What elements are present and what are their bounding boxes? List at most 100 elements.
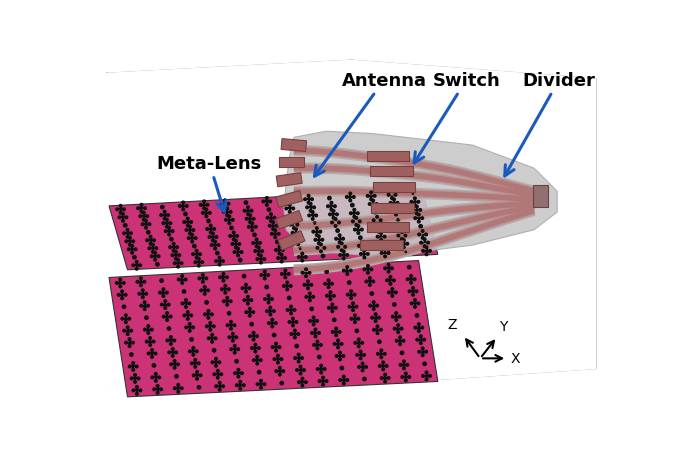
Circle shape: [222, 280, 225, 282]
Circle shape: [393, 328, 396, 330]
Polygon shape: [352, 61, 595, 386]
Circle shape: [309, 320, 311, 323]
Circle shape: [288, 211, 291, 214]
Circle shape: [215, 364, 217, 367]
Circle shape: [274, 335, 275, 336]
Circle shape: [248, 287, 251, 290]
Circle shape: [377, 236, 379, 238]
Circle shape: [235, 240, 237, 242]
Bar: [276, 211, 303, 230]
Circle shape: [397, 235, 400, 237]
Circle shape: [177, 363, 179, 366]
Circle shape: [418, 351, 421, 353]
Circle shape: [229, 211, 232, 213]
Circle shape: [243, 299, 246, 302]
Circle shape: [366, 253, 369, 256]
Circle shape: [349, 269, 352, 272]
Circle shape: [241, 287, 244, 290]
Circle shape: [204, 313, 206, 316]
Circle shape: [292, 207, 294, 210]
Circle shape: [145, 293, 147, 296]
Circle shape: [162, 295, 165, 298]
Circle shape: [240, 251, 243, 254]
Circle shape: [395, 227, 398, 229]
Text: Meta-Lens: Meta-Lens: [157, 155, 262, 212]
Circle shape: [290, 333, 293, 336]
Circle shape: [154, 252, 156, 255]
Circle shape: [218, 381, 221, 384]
Circle shape: [274, 349, 277, 352]
Circle shape: [365, 280, 368, 283]
Circle shape: [164, 307, 167, 310]
Circle shape: [311, 211, 314, 214]
Circle shape: [252, 359, 255, 362]
Circle shape: [394, 304, 395, 306]
Circle shape: [198, 362, 200, 365]
Circle shape: [206, 302, 207, 303]
Circle shape: [293, 309, 296, 312]
Circle shape: [363, 257, 366, 259]
Circle shape: [119, 212, 122, 215]
Circle shape: [192, 347, 195, 349]
Circle shape: [209, 225, 212, 227]
Circle shape: [259, 372, 260, 373]
Circle shape: [306, 207, 309, 209]
Circle shape: [217, 369, 219, 372]
Circle shape: [331, 310, 333, 313]
Circle shape: [326, 271, 327, 273]
Circle shape: [379, 365, 381, 368]
Circle shape: [190, 314, 193, 317]
Circle shape: [309, 292, 311, 295]
Circle shape: [419, 342, 422, 345]
Circle shape: [136, 281, 139, 284]
Circle shape: [265, 310, 268, 313]
Circle shape: [340, 249, 343, 252]
Circle shape: [270, 233, 273, 235]
Circle shape: [250, 347, 253, 350]
Circle shape: [311, 308, 312, 310]
Circle shape: [333, 319, 335, 321]
Circle shape: [213, 228, 215, 231]
Circle shape: [372, 308, 375, 311]
Circle shape: [350, 213, 352, 215]
Circle shape: [270, 213, 272, 216]
Circle shape: [372, 207, 375, 209]
Circle shape: [289, 306, 292, 308]
Circle shape: [383, 256, 386, 258]
Circle shape: [333, 206, 336, 208]
Circle shape: [125, 241, 128, 243]
Circle shape: [304, 198, 307, 201]
Circle shape: [335, 213, 338, 216]
Circle shape: [209, 329, 211, 331]
Circle shape: [414, 326, 416, 329]
Circle shape: [294, 336, 296, 339]
Circle shape: [419, 335, 422, 338]
Circle shape: [125, 217, 128, 219]
Circle shape: [255, 226, 257, 229]
Circle shape: [169, 315, 172, 318]
Circle shape: [414, 299, 416, 302]
Circle shape: [124, 321, 127, 324]
Circle shape: [262, 201, 265, 203]
Circle shape: [199, 253, 202, 256]
Circle shape: [297, 360, 300, 363]
Circle shape: [421, 237, 424, 240]
Circle shape: [425, 378, 428, 381]
Circle shape: [214, 248, 216, 250]
Circle shape: [380, 356, 383, 359]
Circle shape: [143, 329, 146, 331]
Circle shape: [273, 217, 276, 219]
Circle shape: [337, 246, 340, 249]
Circle shape: [365, 366, 367, 369]
Circle shape: [313, 207, 316, 209]
Circle shape: [121, 297, 123, 300]
Circle shape: [425, 253, 428, 256]
Circle shape: [268, 322, 270, 325]
Circle shape: [165, 226, 168, 229]
Circle shape: [284, 257, 286, 260]
Circle shape: [222, 273, 225, 275]
Circle shape: [338, 241, 341, 244]
Circle shape: [318, 332, 320, 335]
Circle shape: [239, 387, 241, 390]
Circle shape: [162, 207, 163, 208]
